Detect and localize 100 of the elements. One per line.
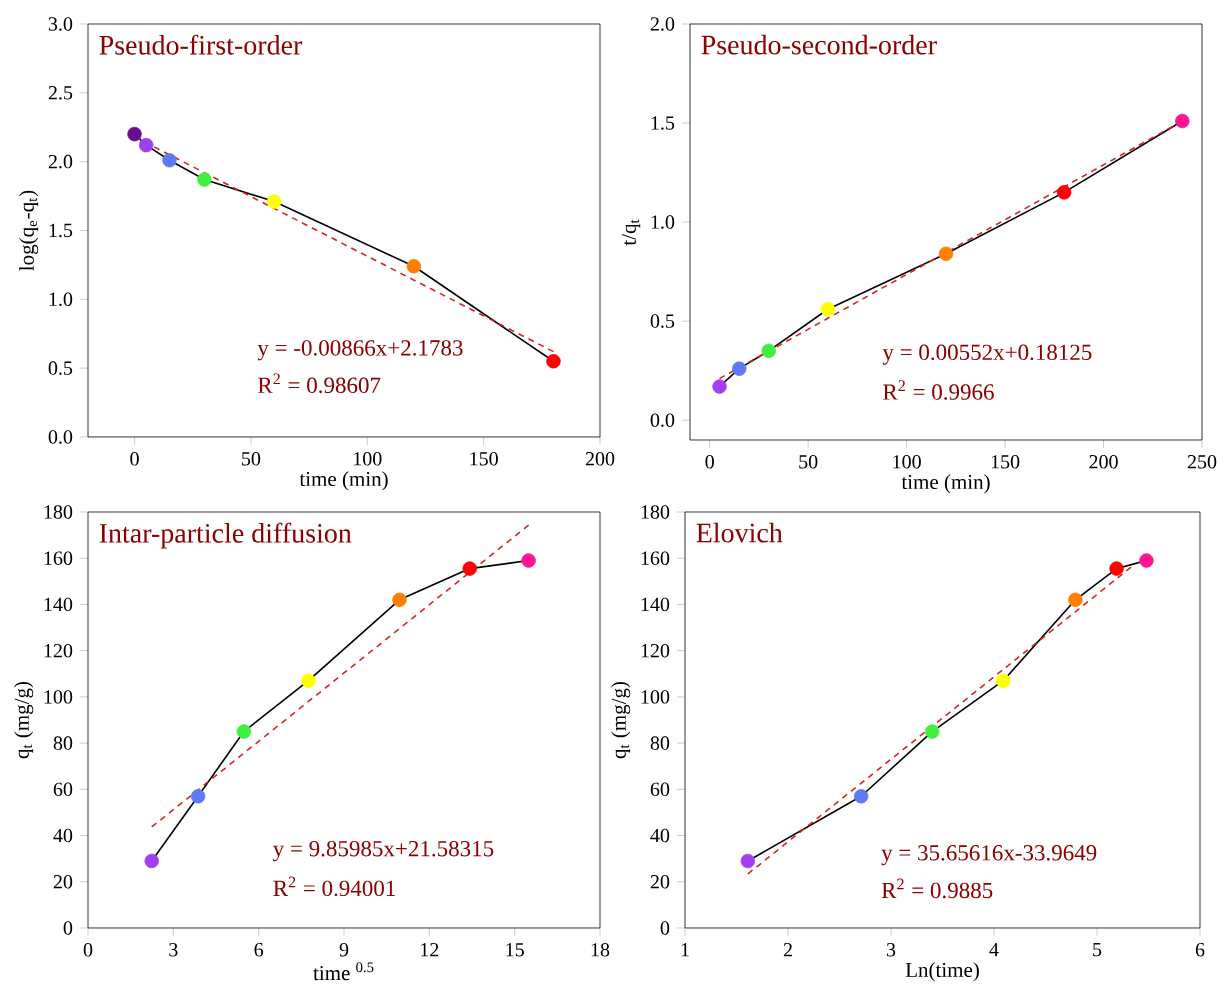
y-tick-label: 0.0 xyxy=(48,430,73,444)
point xyxy=(162,153,177,168)
x-tick-label: 50 xyxy=(242,452,261,466)
y-tick-label: 120 xyxy=(44,643,73,658)
y-tick-label: 160 xyxy=(44,551,73,565)
y-tick-label: 160 xyxy=(641,551,670,565)
y-tick-label: 60 xyxy=(650,782,670,797)
x-tick-label: 150 xyxy=(470,452,498,466)
chart-title: Pseudo-second-order xyxy=(701,34,937,55)
y-axis-title: t/q$_{t}$ xyxy=(621,219,641,246)
y-tick-label: 40 xyxy=(53,828,73,843)
chart-title: Elovich xyxy=(696,522,783,543)
annotation: R$^{2}$ = 0.9885 xyxy=(881,878,993,899)
x-tick-label: 3 xyxy=(169,943,178,957)
annotation: y = -0.00866x+2.1783 xyxy=(257,340,463,361)
annotation: R$^{2}$ = 0.94001 xyxy=(273,876,395,897)
point xyxy=(740,853,756,869)
annotation: y = 9.85985x+21.58315 xyxy=(273,840,494,862)
point xyxy=(1109,561,1124,576)
y-tick-label: 0 xyxy=(660,921,670,935)
x-tick-label: 2 xyxy=(783,943,792,957)
y-tick-label: 80 xyxy=(53,736,73,750)
y-tick-label: 3.0 xyxy=(48,17,73,31)
x-tick-label: 9 xyxy=(339,943,349,957)
point xyxy=(820,302,836,317)
x-tick-label: 150 xyxy=(991,455,1020,469)
point xyxy=(138,137,154,153)
point xyxy=(761,343,776,359)
x-axis-title: time (min) xyxy=(299,471,388,491)
x-tick-label: 15 xyxy=(506,943,524,957)
point xyxy=(144,853,159,869)
y-tick-label: 100 xyxy=(641,690,670,704)
point xyxy=(197,172,212,187)
point xyxy=(996,673,1011,688)
point xyxy=(546,354,561,369)
y-tick-label: 2.0 xyxy=(48,154,73,169)
y-tick-label: 180 xyxy=(641,505,670,519)
y-tick-label: 100 xyxy=(44,690,73,704)
point xyxy=(127,126,142,142)
x-tick-label: 200 xyxy=(1089,455,1118,469)
x-tick-label: 18 xyxy=(591,943,610,957)
x-tick-label: 50 xyxy=(799,455,818,469)
annotation: y = 0.00552x+0.18125 xyxy=(882,344,1092,365)
x-tick-label: 250 xyxy=(1187,455,1217,469)
chart-title: Pseudo-first-order xyxy=(99,34,303,55)
y-tick-label: 60 xyxy=(53,782,73,797)
x-tick-label: 0 xyxy=(130,452,139,466)
annotation: R$^{2}$ = 0.98607 xyxy=(258,373,381,394)
y-tick-label: 120 xyxy=(641,643,670,658)
point xyxy=(462,561,477,576)
y-tick-label: 0.0 xyxy=(650,413,675,427)
chart-title: Intar-particle diffusion xyxy=(99,522,352,549)
x-tick-label: 3 xyxy=(886,943,896,957)
x-tick-label: 200 xyxy=(585,452,615,466)
x-axis-title: time (min) xyxy=(901,474,990,494)
point xyxy=(392,592,407,608)
y-tick-label: 2.5 xyxy=(48,86,73,100)
point xyxy=(1056,185,1072,200)
y-tick-label: 180 xyxy=(44,505,73,519)
y-tick-label: 0 xyxy=(63,921,73,935)
point xyxy=(1175,113,1190,129)
x-axis-title: Ln(time) xyxy=(905,962,979,982)
point xyxy=(938,246,954,261)
x-tick-label: 6 xyxy=(1195,943,1205,957)
annotation: R$^{2}$ = 0.9966 xyxy=(883,380,994,400)
y-tick-label: 140 xyxy=(44,597,73,612)
point xyxy=(732,361,747,376)
y-axis-title: q$_{t}$ (mg/g) xyxy=(611,681,631,759)
y-tick-label: 0.5 xyxy=(48,361,73,375)
point xyxy=(301,673,316,688)
y-tick-label: 20 xyxy=(53,875,73,889)
y-axis-title: log(q$_{e}$-q$_{t}$) xyxy=(19,190,39,271)
y-tick-label: 1.5 xyxy=(49,223,73,238)
y-tick-label: 80 xyxy=(650,736,670,750)
annotation: y = 35.65616x-33.9649 xyxy=(881,845,1097,866)
point xyxy=(1139,553,1154,568)
x-tick-label: 0 xyxy=(83,943,93,957)
x-tick-label: 1 xyxy=(681,943,689,957)
x-tick-label: 5 xyxy=(1093,943,1102,957)
x-tick-label: 6 xyxy=(254,943,264,957)
y-tick-label: 140 xyxy=(641,597,670,612)
point xyxy=(521,553,536,568)
x-tick-label: 0 xyxy=(705,455,714,469)
x-tick-label: 100 xyxy=(354,452,382,466)
point xyxy=(1068,592,1083,608)
y-axis-title: q$_{t}$ (mg/g) xyxy=(14,681,34,759)
x-tick-label: 100 xyxy=(893,455,921,469)
y-tick-label: 1.0 xyxy=(49,292,73,307)
y-tick-label: 1.5 xyxy=(651,116,675,130)
point xyxy=(190,789,206,804)
y-tick-label: 1.0 xyxy=(651,215,675,229)
point xyxy=(712,379,727,394)
x-tick-label: 12 xyxy=(421,943,439,957)
x-axis-title: time $^{0.5}$ xyxy=(313,962,374,981)
y-tick-label: 20 xyxy=(650,875,670,889)
point xyxy=(236,724,252,739)
point xyxy=(853,789,869,804)
point xyxy=(406,259,422,274)
y-tick-label: 0.5 xyxy=(650,314,675,328)
x-tick-label: 4 xyxy=(989,943,999,957)
